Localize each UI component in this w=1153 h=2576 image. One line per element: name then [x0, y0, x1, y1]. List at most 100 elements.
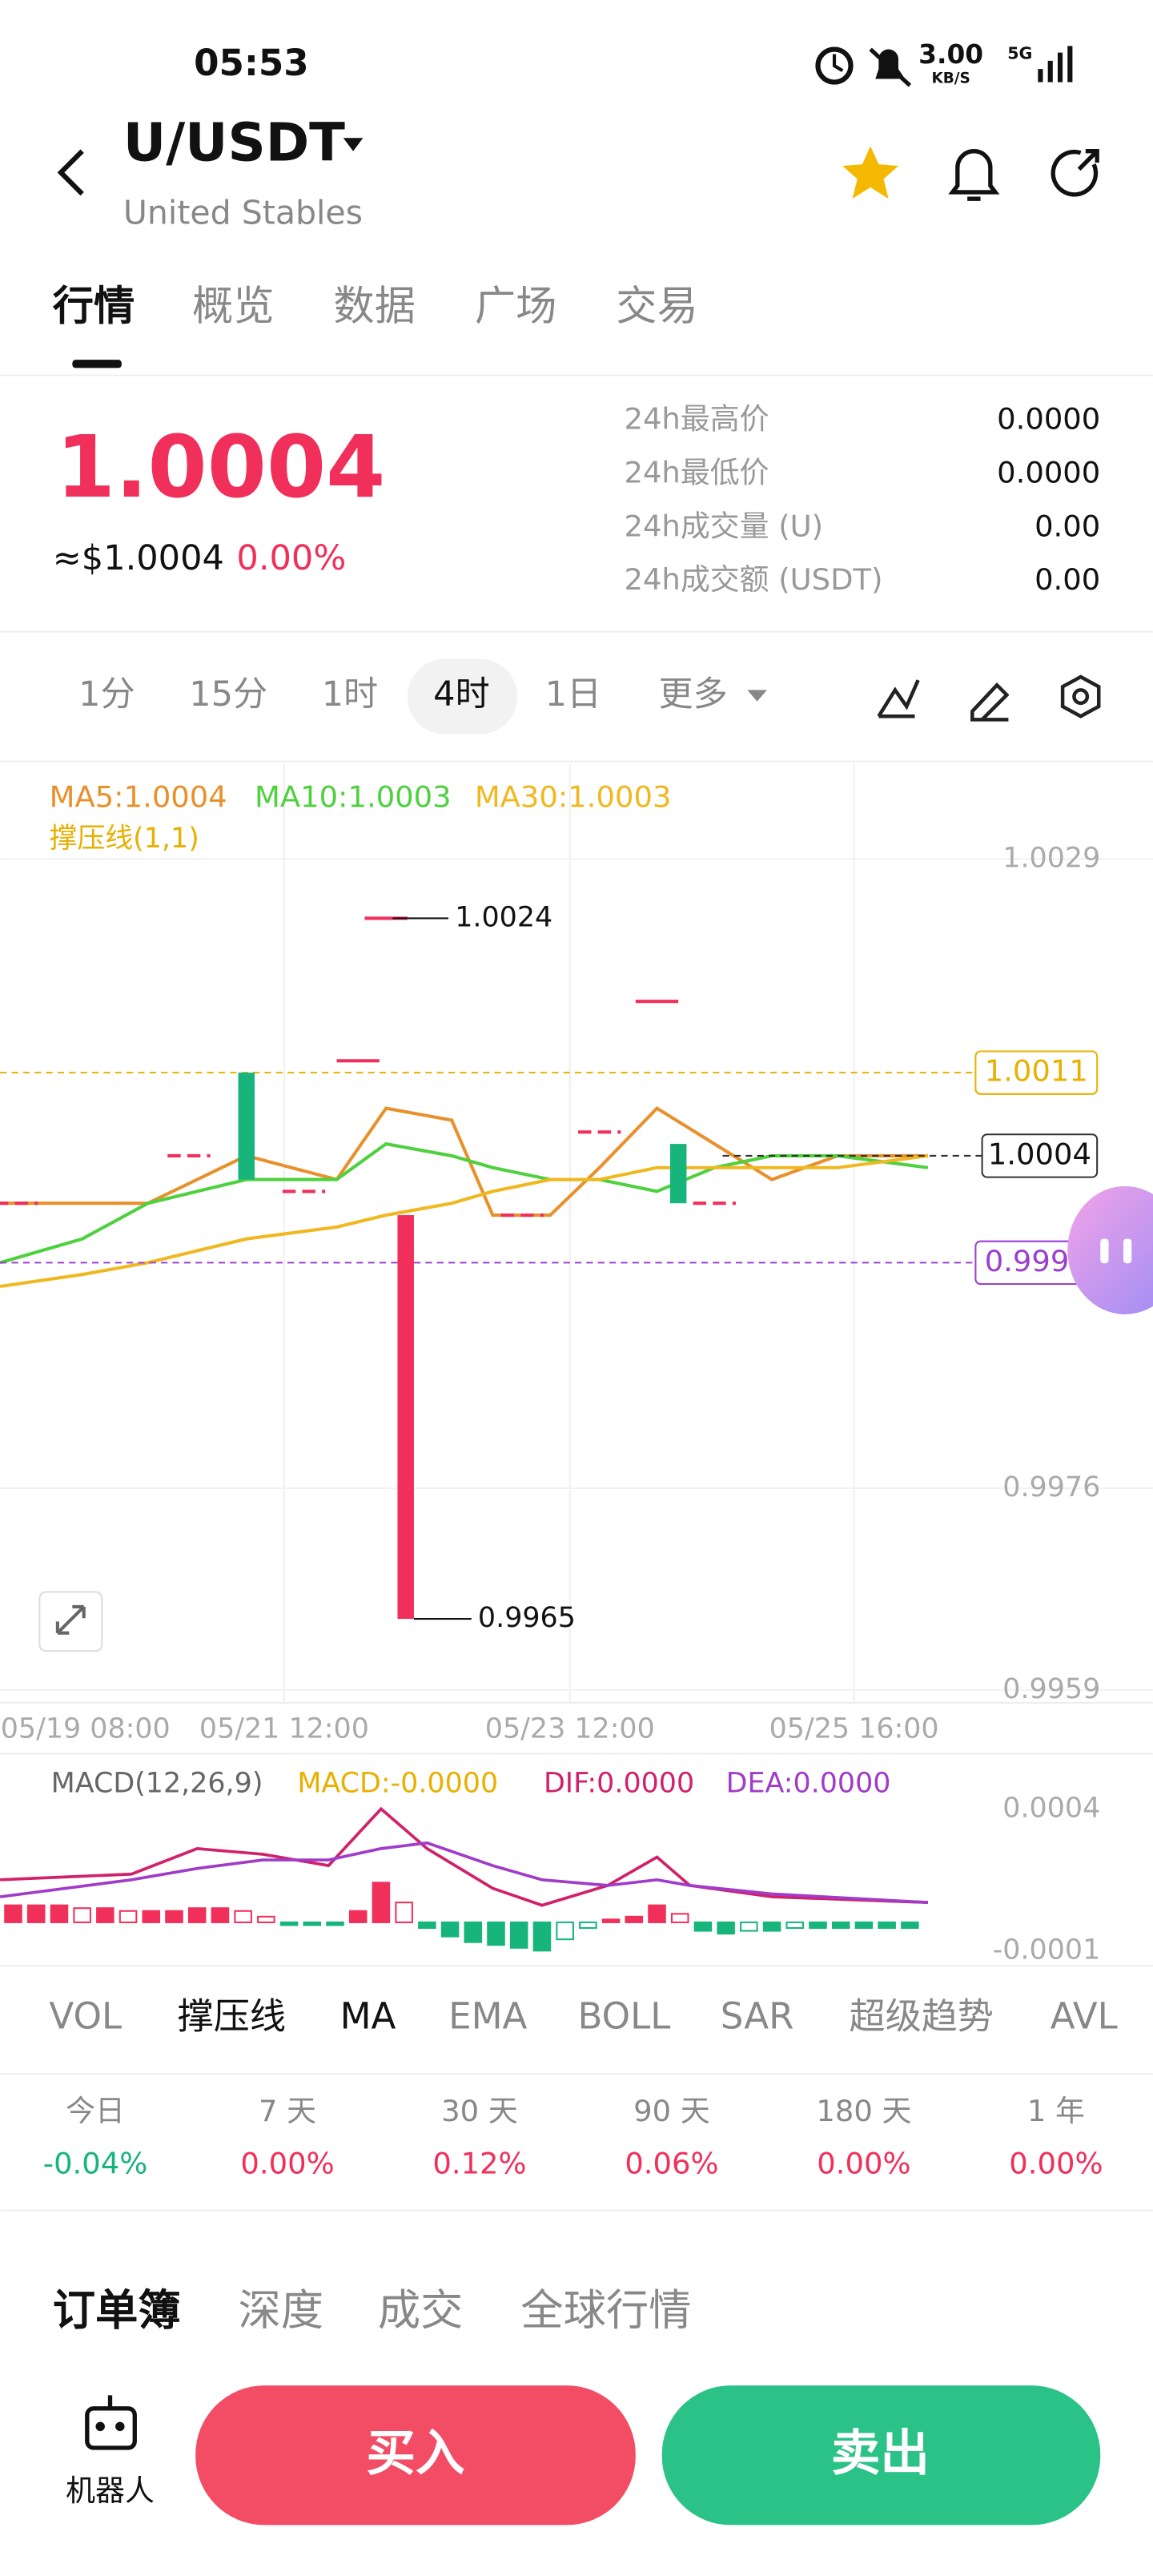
- macd-legend: MACD:-0.0000: [297, 1767, 498, 1799]
- stat-label: 24h成交量 (U): [624, 509, 823, 543]
- ma-line: [0, 1153, 929, 1289]
- favorite-star[interactable]: [842, 146, 898, 199]
- macd-bar: [670, 1913, 689, 1923]
- price-change: 0.00%: [236, 538, 346, 578]
- macd-bar: [142, 1910, 161, 1923]
- indicator-tab[interactable]: EMA: [448, 1995, 527, 2038]
- tab[interactable]: 概览: [192, 283, 275, 331]
- macd-bar: [831, 1921, 850, 1930]
- tab[interactable]: 行情: [53, 283, 135, 331]
- indicator-tab[interactable]: VOL: [49, 1995, 122, 2038]
- macd-bar: [211, 1907, 230, 1923]
- ma-line: [0, 1141, 929, 1265]
- divider: [0, 2073, 1153, 2075]
- macd-legend: DIF:0.0000: [544, 1767, 694, 1799]
- high-label: 1.0024: [455, 901, 552, 933]
- period-label: 7 天: [259, 2094, 316, 2128]
- book-tab[interactable]: 深度: [238, 2285, 323, 2335]
- buy-button[interactable]: [195, 2385, 636, 2526]
- status-speed: 3.00: [918, 39, 983, 70]
- tab[interactable]: 广场: [475, 283, 557, 331]
- interval[interactable]: 15分: [189, 674, 267, 714]
- macd-bar: [556, 1921, 574, 1941]
- macd-legend: DEA:0.0000: [726, 1767, 891, 1799]
- period-label: 180 天: [816, 2094, 911, 2128]
- macd-bar: [372, 1882, 391, 1923]
- floating-assistant[interactable]: [1067, 1185, 1153, 1314]
- indicator-tab[interactable]: AVL: [1051, 1995, 1118, 2038]
- current-price-box: [981, 1133, 1099, 1178]
- sell-button[interactable]: [661, 2385, 1101, 2526]
- macd-y-tick-label: -0.0001: [993, 1934, 1101, 1966]
- stat-value: 0.0000: [997, 455, 1100, 489]
- macd-title: MACD(12,26,9): [51, 1767, 263, 1799]
- interval[interactable]: 1日: [545, 674, 601, 714]
- divider: [0, 1701, 1153, 1704]
- indicator-tab[interactable]: BOLL: [578, 1995, 671, 2038]
- interval[interactable]: 1时: [322, 674, 378, 714]
- macd-bar: [464, 1921, 483, 1943]
- macd-bar: [762, 1921, 781, 1932]
- macd-bar: [693, 1921, 713, 1932]
- robot-icon[interactable]: [85, 2395, 137, 2450]
- period-change: 0.00%: [1009, 2147, 1103, 2181]
- indicator-tab[interactable]: SAR: [721, 1995, 794, 2038]
- share-button[interactable]: [1051, 149, 1099, 197]
- chart-tools[interactable]: [877, 674, 1101, 722]
- book-tab[interactable]: 订单簿: [53, 2285, 181, 2335]
- x-tick-label: 05/19 08:00: [1, 1713, 171, 1745]
- floating-icon: [1123, 1238, 1132, 1264]
- macd-line: [0, 1841, 929, 1904]
- macd-bar: [579, 1921, 597, 1930]
- period-change: 0.00%: [240, 2147, 334, 2181]
- more-arrow: [747, 690, 767, 702]
- divider: [0, 630, 1153, 633]
- tab[interactable]: 交易: [616, 283, 698, 331]
- pair-name: United Stables: [123, 194, 363, 232]
- alert-bell[interactable]: [948, 149, 1000, 201]
- period-change: 0.00%: [817, 2147, 910, 2181]
- level-box: [974, 1050, 1099, 1095]
- indicator-tab[interactable]: 超级趋势: [849, 1995, 993, 2038]
- divider: [0, 1965, 1153, 1967]
- book-tab[interactable]: 全球行情: [520, 2285, 691, 2335]
- macd-bar: [348, 1910, 368, 1923]
- macd-bar: [440, 1921, 460, 1938]
- macd-bar: [901, 1921, 919, 1930]
- indicator-tab[interactable]: 撑压线: [178, 1995, 286, 2038]
- macd-bar: [234, 1910, 252, 1923]
- candle-body: [397, 1215, 414, 1620]
- macd-bar: [4, 1904, 22, 1923]
- status-time: 05:53: [194, 42, 309, 84]
- x-tick-label: 05/25 16:00: [769, 1713, 939, 1745]
- indicator-tab[interactable]: MA: [340, 1995, 396, 2038]
- macd-bar: [418, 1921, 436, 1930]
- stat-value: 0.00: [1034, 509, 1100, 543]
- macd-bar: [303, 1921, 322, 1926]
- macd-bar: [395, 1902, 413, 1923]
- macd-bar: [96, 1907, 114, 1923]
- candle-body: [669, 1144, 687, 1204]
- back-button[interactable]: [57, 149, 84, 196]
- macd-bar: [26, 1904, 46, 1923]
- current-price-label: 1.0004: [988, 1137, 1091, 1171]
- macd-bar: [257, 1915, 275, 1923]
- low-label: 0.9965: [478, 1602, 576, 1634]
- interval[interactable]: 1分: [78, 674, 135, 714]
- tab-underline: [72, 360, 122, 368]
- level-label: 1.0011: [985, 1054, 1088, 1089]
- fullscreen-icon: [55, 1604, 86, 1635]
- divider: [0, 1753, 1153, 1755]
- book-tab[interactable]: 成交: [378, 2285, 464, 2335]
- legend-item: MA10:1.0003: [255, 779, 452, 814]
- macd-bar: [785, 1921, 805, 1930]
- interval[interactable]: 4时: [433, 674, 489, 714]
- macd-bar: [740, 1921, 758, 1932]
- period-label: 1 年: [1027, 2094, 1085, 2128]
- macd-bar: [279, 1921, 299, 1926]
- tab[interactable]: 数据: [333, 283, 416, 331]
- pair-dropdown[interactable]: [343, 138, 364, 151]
- interval[interactable]: 更多: [659, 674, 728, 714]
- candle-body: [238, 1073, 255, 1180]
